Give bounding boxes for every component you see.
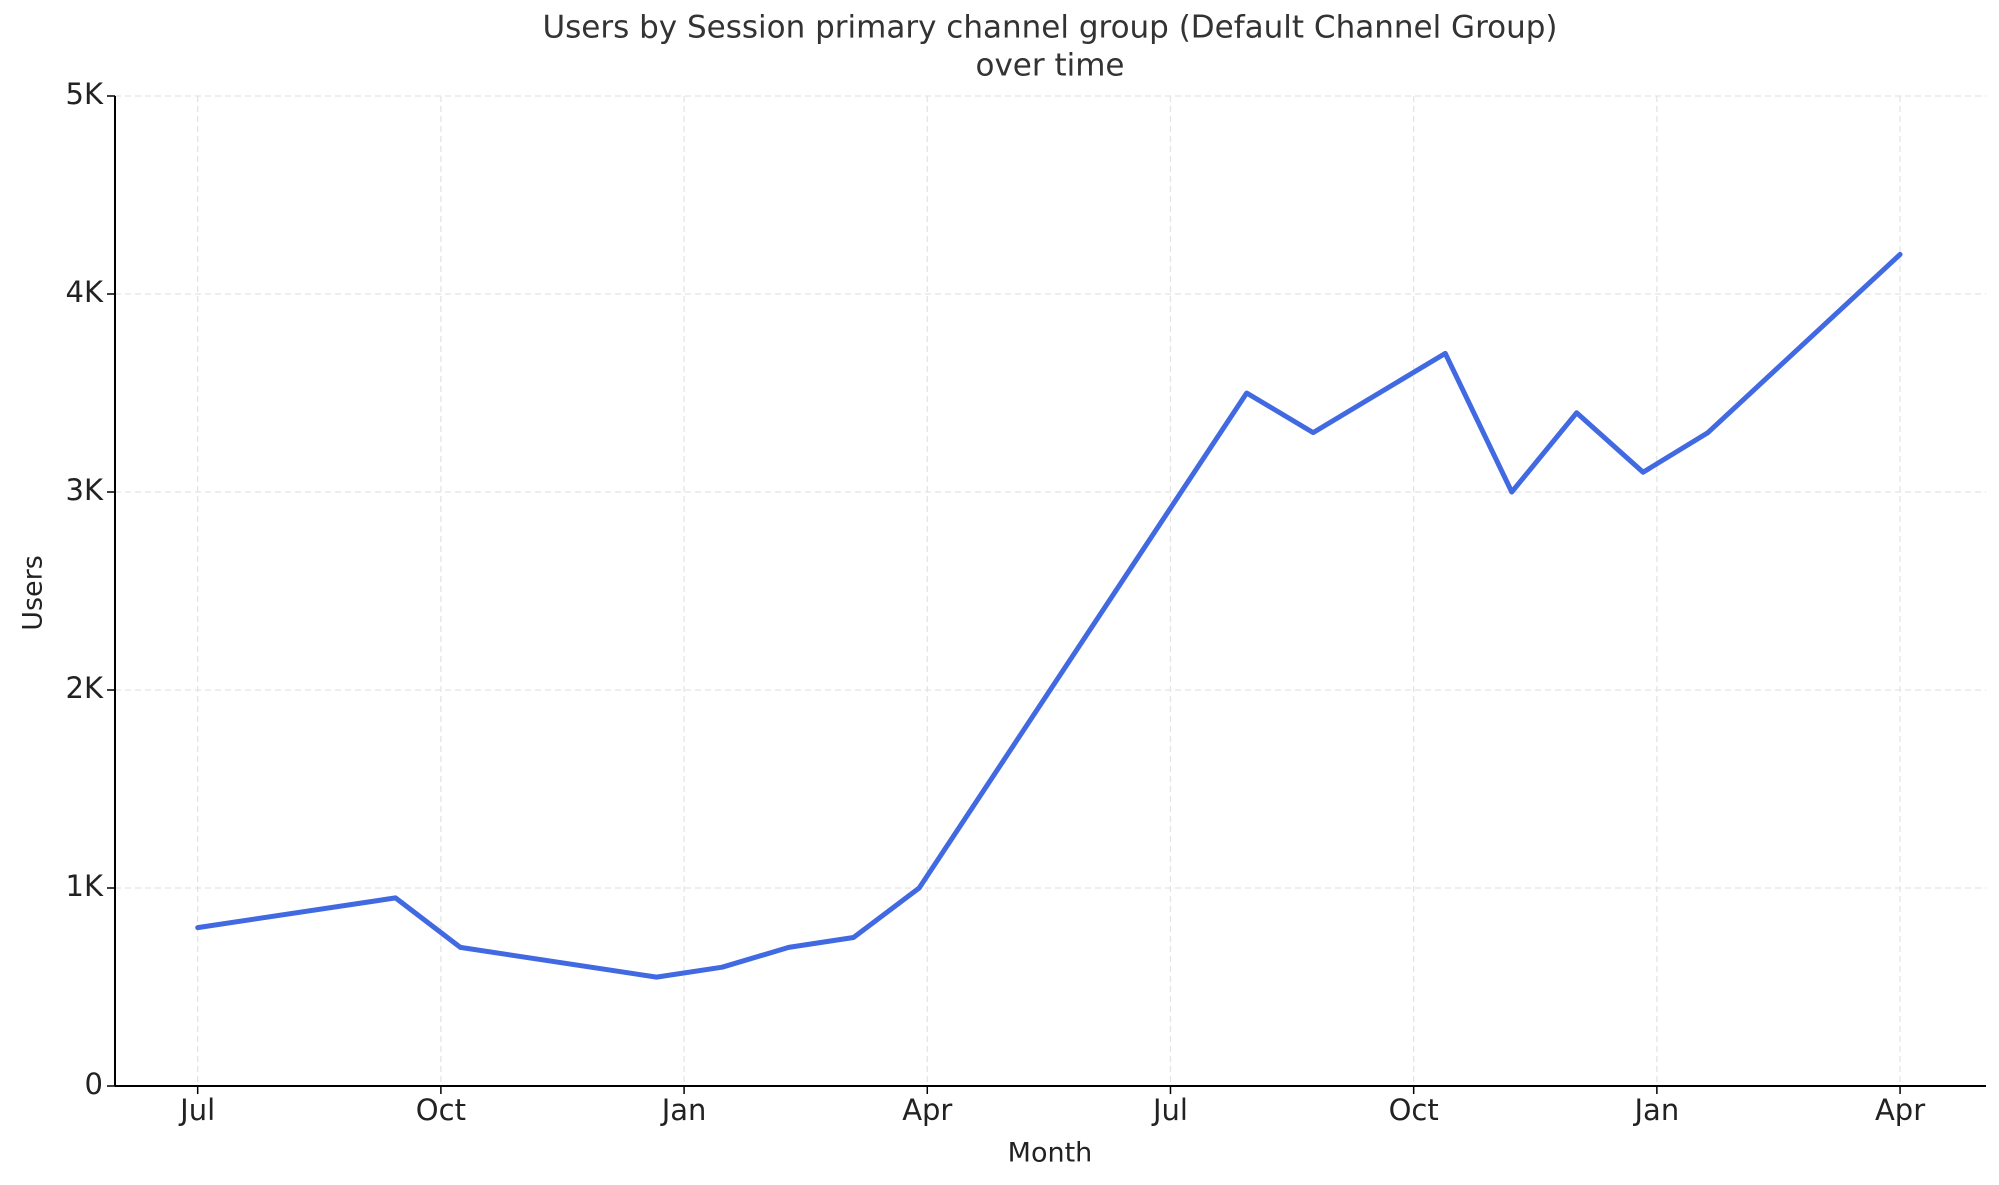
x-tick-label: Apr — [1875, 1093, 1925, 1127]
y-tick-label: 5K — [66, 77, 104, 111]
y-tick-label: 3K — [66, 473, 104, 507]
x-tick-label: Jul — [1151, 1093, 1188, 1127]
y-tick-label: 0 — [85, 1067, 103, 1101]
x-tick-label: Oct — [416, 1093, 466, 1127]
chart-title: over time — [975, 48, 1124, 84]
chart-title: Users by Session primary channel group (… — [542, 10, 1557, 46]
y-axis-label: Users — [18, 555, 49, 631]
y-tick-label: 2K — [66, 671, 104, 705]
line — [195, 251, 1903, 980]
x-axis-label: Month — [1008, 1138, 1093, 1169]
x-tick-label: Apr — [902, 1093, 952, 1127]
x-tick-label: Jan — [1633, 1093, 1680, 1127]
x-tick-label: Jul — [178, 1093, 215, 1127]
y-tick-label: 4K — [66, 275, 104, 309]
x-tick-label: Jan — [660, 1093, 707, 1127]
x-tick-label: Oct — [1389, 1093, 1439, 1127]
y-tick-label: 1K — [66, 869, 104, 903]
